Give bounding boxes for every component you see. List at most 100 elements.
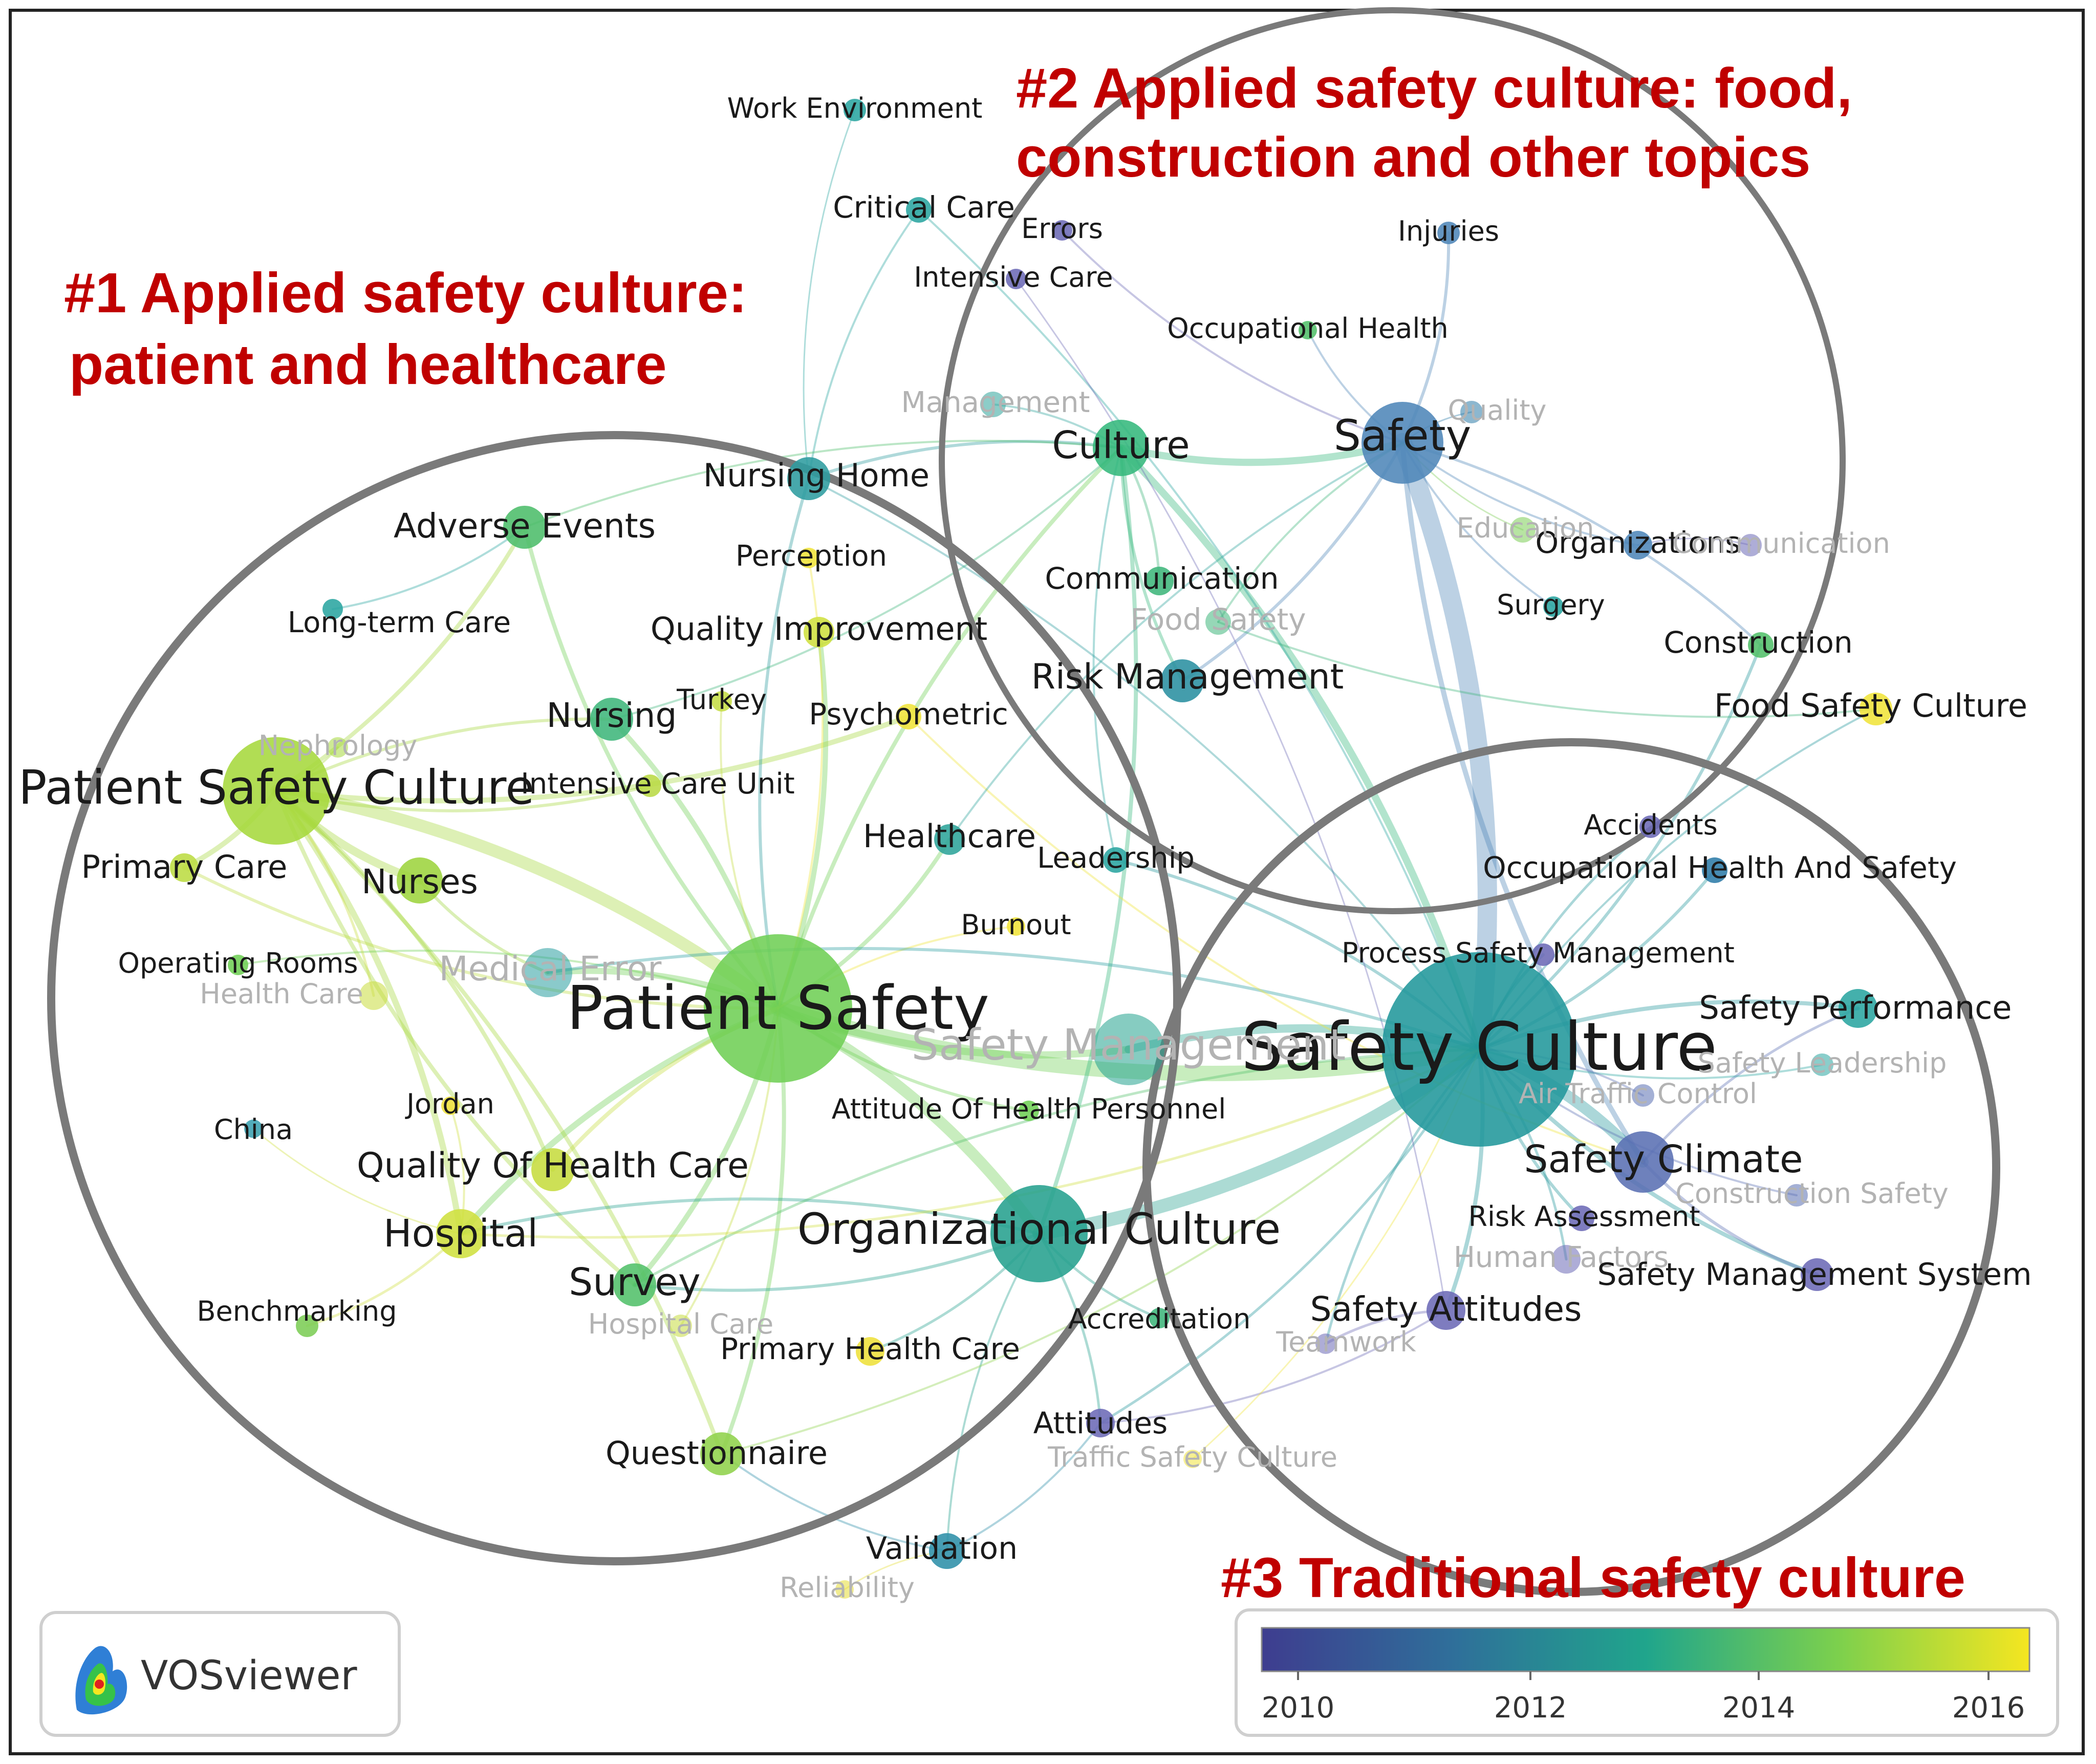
label-accreditation: Accreditation [1068, 1303, 1251, 1335]
node-quality-of-health-care[interactable] [531, 1148, 574, 1191]
node-safety-management-system[interactable] [1801, 1258, 1833, 1291]
node-organizational-communication[interactable] [1739, 534, 1762, 556]
node-operating-rooms[interactable] [228, 955, 248, 975]
label-quality-improvement: Quality Improvement [651, 610, 987, 648]
label-healthcare: Healthcare [863, 818, 1036, 855]
node-quality[interactable] [1460, 401, 1483, 423]
node-safety-management[interactable] [1093, 1014, 1164, 1085]
label-safety-climate: Safety Climate [1524, 1137, 1803, 1181]
edge-patient-safety-culture-questionnaire [274, 789, 724, 1456]
node-attitudes[interactable] [1086, 1409, 1115, 1437]
node-safety-performance[interactable] [1839, 989, 1877, 1028]
node-injuries[interactable] [1437, 222, 1460, 244]
node-questionnaire[interactable] [700, 1432, 743, 1475]
label-leadership: Leadership [1037, 842, 1195, 875]
legend-colorbar [1261, 1627, 2030, 1672]
node-jordan[interactable] [441, 1096, 460, 1115]
node-primary-care[interactable] [170, 853, 199, 882]
edge-survey-safety-culture [633, 1048, 1481, 1286]
node-critical-care[interactable] [906, 197, 932, 223]
node-risk-management[interactable] [1161, 659, 1204, 702]
node-turkey[interactable] [711, 691, 732, 712]
node-culture[interactable] [1093, 420, 1149, 476]
edge-safety-attitudes-attitudes [1099, 1309, 1447, 1424]
node-safety-culture[interactable] [1382, 952, 1576, 1147]
node-food-safety-culture[interactable] [1860, 693, 1892, 725]
node-education[interactable] [1510, 517, 1536, 543]
edge-critical-care-nursing-home [808, 209, 920, 480]
node-patient-safety[interactable] [704, 934, 852, 1083]
node-health-care[interactable] [359, 981, 388, 1010]
label-safety-leadership: Safety Leadership [1698, 1047, 1947, 1079]
node-accidents[interactable] [1639, 815, 1662, 838]
edge-operating-rooms-patient-safety [237, 950, 779, 1009]
node-safety[interactable] [1362, 402, 1443, 484]
node-primary-health-care[interactable] [856, 1337, 884, 1366]
node-reliability[interactable] [835, 1580, 854, 1599]
edge-safety-climate-safety-performance [1641, 1007, 1860, 1164]
node-survey[interactable] [613, 1263, 656, 1306]
year-legend: 2010 2012 2014 2016 [1235, 1608, 2059, 1737]
node-errors[interactable] [1052, 220, 1072, 241]
node-occupational-health-and-safety[interactable] [1702, 857, 1727, 883]
edge-long-term-care-adverse-events [332, 526, 526, 610]
label-risk-management: Risk Management [1031, 657, 1344, 697]
edge-organizational-culture-hospital [459, 1197, 1041, 1235]
node-leadership[interactable] [1103, 847, 1129, 873]
node-validation[interactable] [929, 1533, 965, 1569]
node-construction[interactable] [1748, 632, 1774, 658]
label-nephrology: Nephrology [258, 729, 417, 762]
node-human-factors[interactable] [1552, 1245, 1581, 1274]
node-management[interactable] [980, 392, 1006, 417]
vosviewer-logo-icon [75, 1646, 127, 1715]
node-nephrology[interactable] [328, 737, 348, 758]
node-communication[interactable] [1145, 567, 1174, 595]
label-surgery: Surgery [1497, 589, 1605, 621]
node-benchmarking[interactable] [296, 1315, 318, 1337]
cluster-3-circle [1142, 738, 2000, 1596]
label-occupational-health-and-safety: Occupational Health And Safety [1483, 850, 1957, 885]
node-organizations[interactable] [1624, 531, 1652, 560]
node-hospital-care[interactable] [669, 1315, 692, 1337]
node-attitude-of-health-personnel[interactable] [1019, 1101, 1039, 1121]
node-burnout[interactable] [1007, 917, 1025, 936]
node-intensive-care-unit[interactable] [639, 775, 661, 797]
node-occupational-health[interactable] [1299, 321, 1317, 339]
node-organizational-culture[interactable] [990, 1185, 1088, 1282]
edge-patient-safety-culture-hospital [273, 788, 464, 1237]
node-safety-leadership[interactable] [1811, 1053, 1833, 1076]
edge-leadership-culture [1092, 447, 1122, 861]
node-air-traffic-control[interactable] [1632, 1084, 1654, 1107]
node-construction-safety[interactable] [1785, 1184, 1808, 1207]
node-quality-improvement[interactable] [804, 617, 834, 648]
node-safety-attitudes[interactable] [1427, 1291, 1465, 1330]
node-surgery[interactable] [1543, 596, 1564, 617]
node-teamwork[interactable] [1315, 1333, 1336, 1354]
node-food-safety[interactable] [1205, 609, 1231, 635]
node-psychometric[interactable] [896, 704, 921, 729]
edge-hospital-china [252, 1128, 462, 1235]
node-intensive-care[interactable] [1006, 269, 1026, 289]
node-nursing[interactable] [590, 698, 633, 741]
node-long-term-care[interactable] [322, 599, 343, 619]
node-adverse-events[interactable] [503, 506, 546, 549]
node-accreditation[interactable] [1149, 1308, 1170, 1328]
node-nurses[interactable] [397, 857, 443, 903]
node-perception[interactable] [798, 548, 819, 568]
node-hospital[interactable] [436, 1209, 485, 1258]
node-nursing-home[interactable] [787, 457, 830, 500]
node-work-environment[interactable] [844, 99, 866, 121]
node-risk-assessment[interactable] [1569, 1206, 1594, 1231]
cluster-2-title-line-1: #2 Applied safety culture: food, [1016, 57, 1852, 120]
edge-patient-safety-culture-patient-safety [270, 785, 784, 1015]
node-safety-climate[interactable] [1612, 1131, 1674, 1193]
node-medical-error[interactable] [523, 948, 572, 997]
edge-patient-safety-culture-survey [274, 789, 637, 1287]
node-china[interactable] [244, 1120, 263, 1138]
node-patient-safety-culture[interactable] [223, 737, 330, 845]
node-traffic-safety-culture[interactable] [1183, 1450, 1202, 1468]
node-process-safety-management[interactable] [1532, 943, 1554, 966]
node-healthcare[interactable] [934, 824, 965, 855]
cluster-1-title-line-1: #1 Applied safety culture: [64, 262, 747, 325]
